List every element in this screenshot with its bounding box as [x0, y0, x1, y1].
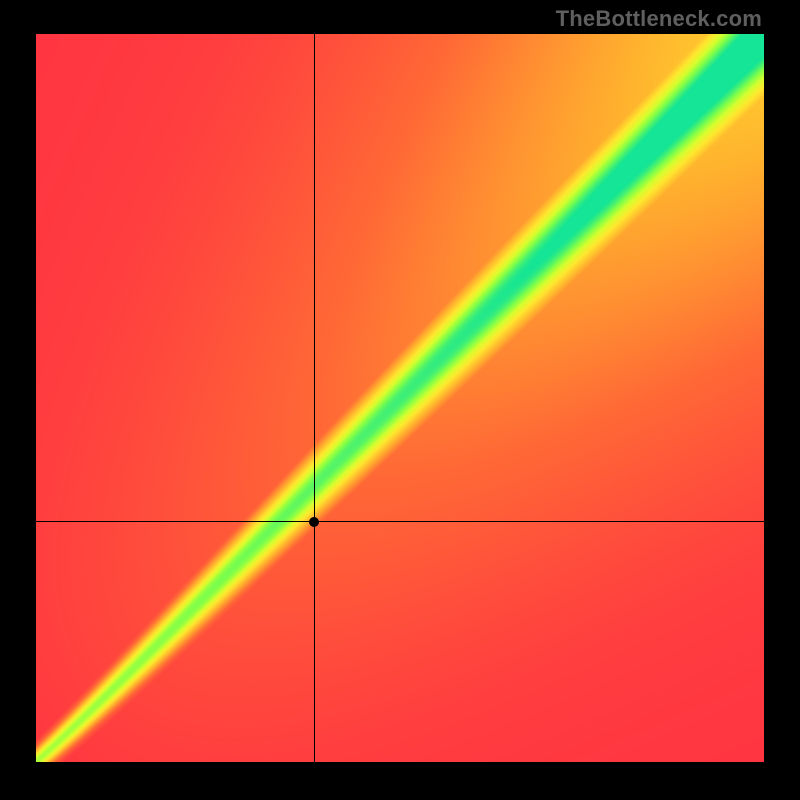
watermark-text: TheBottleneck.com — [556, 6, 762, 32]
crosshair-horizontal — [36, 521, 764, 522]
heatmap-canvas — [36, 34, 764, 762]
crosshair-vertical — [314, 34, 315, 762]
heatmap-plot-area — [36, 34, 764, 762]
crosshair-marker — [309, 517, 319, 527]
chart-frame: TheBottleneck.com — [0, 0, 800, 800]
